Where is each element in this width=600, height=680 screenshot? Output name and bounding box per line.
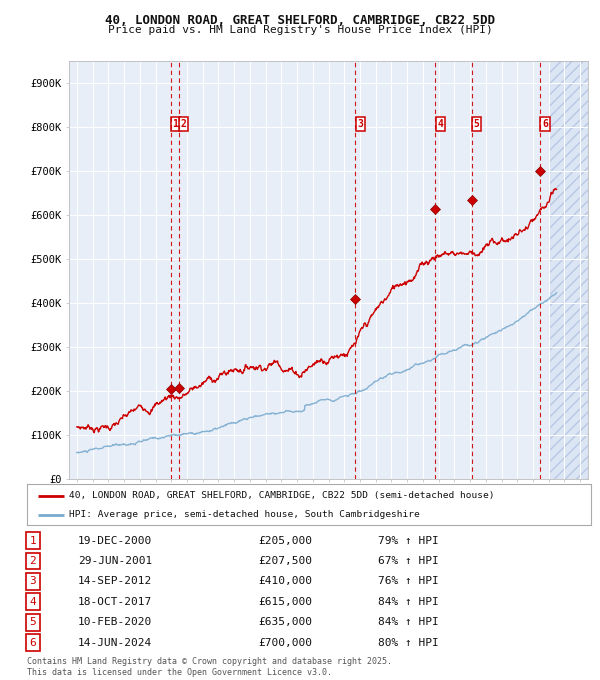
Text: 2: 2 <box>181 119 187 129</box>
Text: £410,000: £410,000 <box>258 577 312 586</box>
Text: 29-JUN-2001: 29-JUN-2001 <box>78 556 152 566</box>
Text: 80% ↑ HPI: 80% ↑ HPI <box>378 638 439 647</box>
Bar <box>548 61 588 479</box>
Text: 5: 5 <box>29 617 37 627</box>
Text: HPI: Average price, semi-detached house, South Cambridgeshire: HPI: Average price, semi-detached house,… <box>70 510 420 520</box>
Text: 76% ↑ HPI: 76% ↑ HPI <box>378 577 439 586</box>
Text: 84% ↑ HPI: 84% ↑ HPI <box>378 617 439 627</box>
Text: Price paid vs. HM Land Registry's House Price Index (HPI): Price paid vs. HM Land Registry's House … <box>107 25 493 35</box>
Text: 5: 5 <box>473 119 479 129</box>
Text: £205,000: £205,000 <box>258 536 312 545</box>
Text: 10-FEB-2020: 10-FEB-2020 <box>78 617 152 627</box>
Text: 19-DEC-2000: 19-DEC-2000 <box>78 536 152 545</box>
Text: 2: 2 <box>29 556 37 566</box>
Text: 4: 4 <box>437 119 443 129</box>
Text: 1: 1 <box>29 536 37 545</box>
Text: £700,000: £700,000 <box>258 638 312 647</box>
Text: 6: 6 <box>29 638 37 647</box>
Text: 4: 4 <box>29 597 37 607</box>
Text: 1: 1 <box>172 119 178 129</box>
Text: 67% ↑ HPI: 67% ↑ HPI <box>378 556 439 566</box>
Text: 14-JUN-2024: 14-JUN-2024 <box>78 638 152 647</box>
Text: 40, LONDON ROAD, GREAT SHELFORD, CAMBRIDGE, CB22 5DD (semi-detached house): 40, LONDON ROAD, GREAT SHELFORD, CAMBRID… <box>70 491 495 500</box>
Text: Contains HM Land Registry data © Crown copyright and database right 2025.
This d: Contains HM Land Registry data © Crown c… <box>27 657 392 677</box>
Text: 40, LONDON ROAD, GREAT SHELFORD, CAMBRIDGE, CB22 5DD: 40, LONDON ROAD, GREAT SHELFORD, CAMBRID… <box>105 14 495 27</box>
Text: 18-OCT-2017: 18-OCT-2017 <box>78 597 152 607</box>
Text: 6: 6 <box>542 119 548 129</box>
Text: £635,000: £635,000 <box>258 617 312 627</box>
Text: 3: 3 <box>357 119 363 129</box>
Text: £207,500: £207,500 <box>258 556 312 566</box>
Text: 79% ↑ HPI: 79% ↑ HPI <box>378 536 439 545</box>
Text: 84% ↑ HPI: 84% ↑ HPI <box>378 597 439 607</box>
Text: 3: 3 <box>29 577 37 586</box>
Text: 14-SEP-2012: 14-SEP-2012 <box>78 577 152 586</box>
Bar <box>548 61 588 479</box>
Text: £615,000: £615,000 <box>258 597 312 607</box>
